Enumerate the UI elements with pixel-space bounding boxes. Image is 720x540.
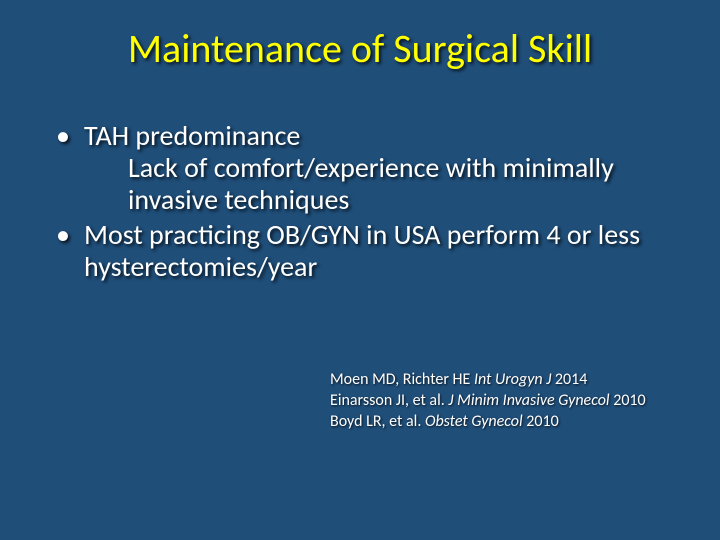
citation-3: Boyd LR, et al. Obstet Gynecol 2010 <box>330 412 690 433</box>
citation-3-authors: Boyd LR, et al. <box>330 412 425 431</box>
bullet-1-text: TAH predominance <box>84 118 300 153</box>
bullet-1: TAH predominance Lack of comfort/experie… <box>54 120 680 217</box>
citation-1-authors: Moen MD, Richter HE <box>330 370 474 389</box>
citation-2-journal: J Minim Invasive Gynecol <box>448 391 609 410</box>
bullet-2-text: Most practicing OB/GYN in USA perform 4 … <box>84 217 640 284</box>
citation-1: Moen MD, Richter HE Int Urogyn J 2014 <box>330 370 690 391</box>
bullet-2: Most practicing OB/GYN in USA perform 4 … <box>54 219 680 283</box>
slide-body: TAH predominance Lack of comfort/experie… <box>54 120 680 285</box>
citation-2: Einarsson JI, et al. J Minim Invasive Gy… <box>330 391 690 412</box>
citation-1-year: 2014 <box>551 370 587 389</box>
citation-2-authors: Einarsson JI, et al. <box>330 391 448 410</box>
citation-3-year: 2010 <box>523 412 559 431</box>
bullet-1-subtext: Lack of comfort/experience with minimall… <box>84 152 680 216</box>
slide-title: Maintenance of Surgical Skill <box>0 24 720 73</box>
citation-2-year: 2010 <box>610 391 646 410</box>
citation-3-journal: Obstet Gynecol <box>425 412 523 431</box>
bullet-list: TAH predominance Lack of comfort/experie… <box>54 120 680 283</box>
citation-1-journal: Int Urogyn J <box>474 370 551 389</box>
citation-block: Moen MD, Richter HE Int Urogyn J 2014 Ei… <box>330 370 690 432</box>
